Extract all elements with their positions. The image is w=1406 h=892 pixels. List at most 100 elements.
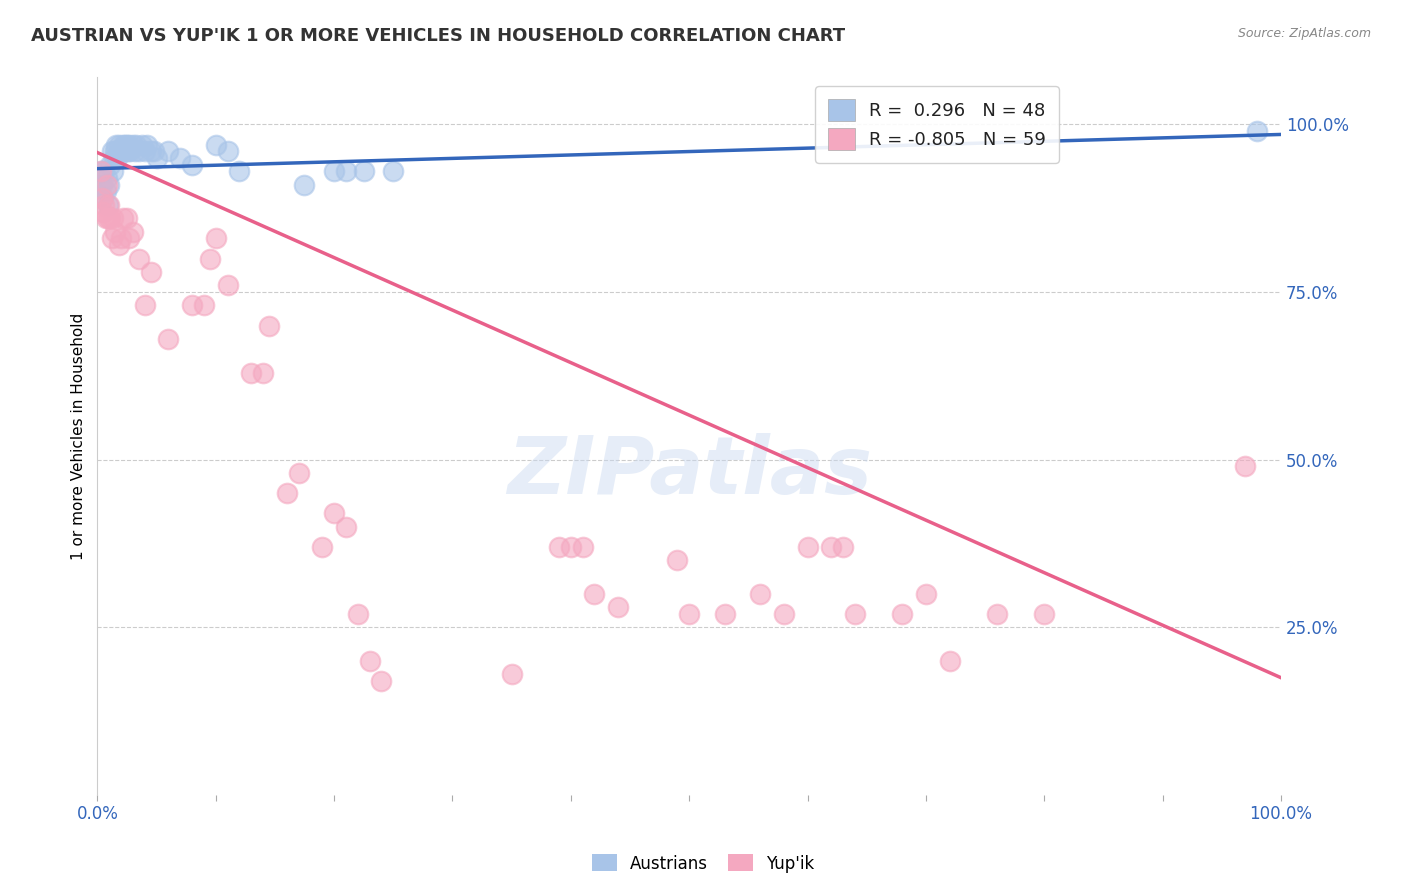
Text: AUSTRIAN VS YUP'IK 1 OR MORE VEHICLES IN HOUSEHOLD CORRELATION CHART: AUSTRIAN VS YUP'IK 1 OR MORE VEHICLES IN…: [31, 27, 845, 45]
Point: [136, 137, 159, 152]
Point: [96, 171, 118, 186]
Point: [181, 158, 204, 172]
Point: [832, 540, 855, 554]
Point: [501, 667, 523, 681]
Point: [94, 211, 117, 226]
Point: [382, 164, 405, 178]
Point: [111, 145, 134, 159]
Point: [252, 366, 274, 380]
Point: [105, 137, 128, 152]
Point: [121, 225, 143, 239]
Point: [128, 252, 150, 266]
Point: [134, 298, 156, 312]
Point: [97, 211, 120, 226]
Point: [370, 674, 392, 689]
Text: Source: ZipAtlas.com: Source: ZipAtlas.com: [1237, 27, 1371, 40]
Legend: Austrians, Yup'ik: Austrians, Yup'ik: [585, 847, 821, 880]
Point: [287, 466, 309, 480]
Point: [666, 553, 689, 567]
Point: [145, 151, 167, 165]
Point: [353, 164, 375, 178]
Point: [571, 540, 593, 554]
Point: [157, 332, 180, 346]
Point: [335, 164, 357, 178]
Point: [915, 587, 938, 601]
Point: [110, 145, 132, 159]
Point: [607, 600, 630, 615]
Text: ZIPatlas: ZIPatlas: [506, 434, 872, 511]
Point: [198, 252, 221, 266]
Point: [107, 137, 129, 152]
Point: [104, 225, 127, 239]
Point: [217, 278, 239, 293]
Point: [131, 137, 153, 152]
Point: [204, 231, 226, 245]
Point: [117, 145, 139, 159]
Point: [91, 204, 114, 219]
Point: [112, 137, 135, 152]
Point: [820, 540, 842, 554]
Point: [120, 145, 142, 159]
Point: [796, 540, 818, 554]
Point: [96, 178, 118, 192]
Point: [91, 178, 114, 192]
Point: [101, 164, 124, 178]
Point: [257, 318, 280, 333]
Point: [1234, 459, 1257, 474]
Point: [97, 198, 120, 212]
Point: [100, 145, 122, 159]
Point: [93, 198, 115, 212]
Point: [359, 654, 381, 668]
Point: [346, 607, 368, 621]
Point: [678, 607, 700, 621]
Point: [107, 151, 129, 165]
Point: [134, 145, 156, 159]
Point: [323, 507, 346, 521]
Point: [143, 145, 166, 159]
Point: [938, 654, 960, 668]
Point: [107, 238, 129, 252]
Point: [891, 607, 914, 621]
Point: [217, 145, 239, 159]
Point: [94, 185, 117, 199]
Point: [323, 164, 346, 178]
Point: [181, 298, 204, 312]
Point: [90, 164, 112, 178]
Point: [108, 145, 131, 159]
Point: [548, 540, 571, 554]
Point: [93, 164, 115, 178]
Point: [103, 151, 125, 165]
Point: [118, 231, 141, 245]
Point: [560, 540, 582, 554]
Point: [124, 145, 146, 159]
Point: [112, 211, 135, 226]
Point: [772, 607, 794, 621]
Point: [139, 265, 162, 279]
Point: [276, 486, 298, 500]
Point: [101, 211, 124, 226]
Point: [1033, 607, 1056, 621]
Point: [1246, 124, 1268, 138]
Point: [157, 145, 180, 159]
Point: [844, 607, 866, 621]
Point: [104, 145, 127, 159]
Point: [749, 587, 772, 601]
Point: [335, 520, 357, 534]
Point: [128, 145, 150, 159]
Point: [583, 587, 606, 601]
Y-axis label: 1 or more Vehicles in Household: 1 or more Vehicles in Household: [72, 312, 86, 560]
Point: [240, 366, 263, 380]
Point: [118, 137, 141, 152]
Legend: R =  0.296   N = 48, R = -0.805   N = 59: R = 0.296 N = 48, R = -0.805 N = 59: [815, 87, 1059, 163]
Point: [713, 607, 735, 621]
Point: [114, 145, 136, 159]
Point: [193, 298, 215, 312]
Point: [114, 137, 136, 152]
Point: [98, 198, 121, 212]
Point: [90, 164, 112, 178]
Point: [986, 607, 1008, 621]
Point: [125, 137, 148, 152]
Point: [115, 211, 138, 226]
Point: [228, 164, 250, 178]
Point: [91, 191, 114, 205]
